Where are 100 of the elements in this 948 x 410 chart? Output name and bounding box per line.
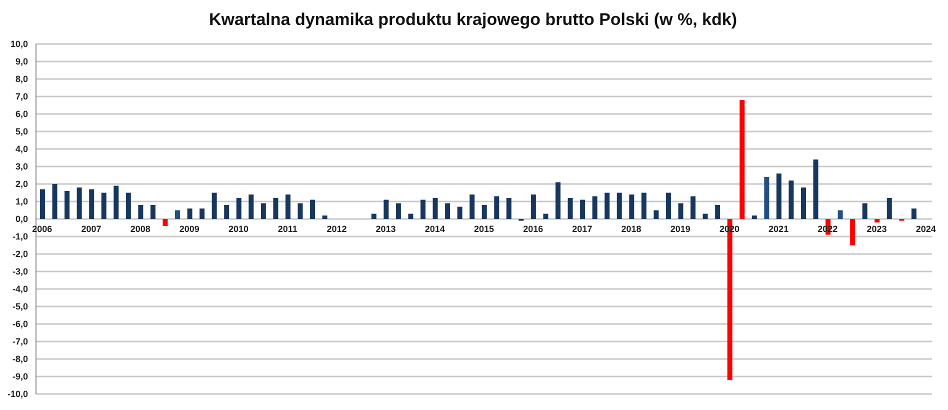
- y-tick-label: 2,0: [15, 179, 28, 190]
- bar: [604, 192, 610, 219]
- x-tick-label: 2012: [326, 224, 347, 234]
- bar: [764, 177, 770, 219]
- x-tick-label: 2015: [474, 224, 494, 234]
- bar: [886, 198, 892, 219]
- bar: [776, 174, 782, 219]
- bar: [126, 192, 131, 219]
- bar: [248, 194, 254, 219]
- bar: [850, 219, 856, 246]
- bar: [273, 198, 278, 219]
- bar: [187, 208, 192, 219]
- x-tick-label: 2010: [228, 224, 249, 234]
- y-tick-label: -5,0: [12, 302, 28, 312]
- bar: [101, 192, 106, 219]
- bar: [236, 198, 242, 219]
- bar: [800, 188, 806, 219]
- x-tick-label: 2014: [424, 224, 445, 234]
- bar: [506, 198, 512, 219]
- y-tick-label: 0,0: [15, 214, 28, 224]
- bar: [52, 184, 58, 219]
- bar: [76, 188, 82, 219]
- y-tick-label: 1,0: [15, 196, 28, 207]
- y-tick-label: 8,0: [15, 74, 28, 84]
- bar: [556, 182, 561, 219]
- x-tick-label: 2021: [768, 224, 789, 234]
- y-tick-label: -3,0: [12, 266, 28, 277]
- bar: [666, 192, 671, 219]
- bar: [40, 189, 45, 219]
- bar: [322, 216, 328, 219]
- bar: [420, 200, 426, 219]
- bar: [224, 205, 230, 219]
- bar: [580, 200, 586, 219]
- x-tick-label: 2009: [179, 224, 200, 234]
- bar: [592, 196, 598, 219]
- y-tick-label: 10,0: [10, 39, 28, 50]
- bar: [654, 210, 659, 219]
- chart-title: Kwartalna dynamika produktu krajowego brutto Polski (w %, kdk): [208, 10, 738, 30]
- bar: [678, 203, 684, 219]
- bar: [629, 194, 634, 219]
- bar: [396, 203, 401, 219]
- bar: [752, 216, 757, 219]
- bar: [89, 189, 94, 219]
- bar: [150, 205, 156, 219]
- y-tick-label: 6,0: [15, 109, 28, 120]
- y-tick-label: -9,0: [12, 372, 28, 382]
- bar: [690, 196, 696, 219]
- bar: [310, 200, 316, 219]
- y-tick-label: 7,0: [15, 92, 28, 102]
- y-tick-label: 9,0: [15, 56, 28, 67]
- y-tick-label: 3,0: [15, 162, 28, 172]
- y-tick-label: -8,0: [12, 354, 28, 364]
- bar: [482, 205, 487, 219]
- y-tick-label: -10,0: [7, 389, 28, 400]
- bar: [616, 192, 622, 219]
- x-tick-label: 2008: [130, 224, 150, 234]
- bar: [408, 214, 414, 219]
- bar: [715, 205, 720, 219]
- bar: [371, 214, 376, 219]
- bar: [838, 210, 843, 219]
- x-tick-label: 2017: [572, 224, 592, 234]
- x-tick-label: 2024: [916, 224, 936, 234]
- x-tick-label: 2006: [32, 224, 52, 234]
- y-tick-label: -2,0: [12, 249, 28, 260]
- x-tick-label: 2016: [523, 224, 544, 234]
- x-tick-label: 2019: [670, 224, 690, 234]
- bar: [285, 194, 290, 219]
- bar: [212, 192, 217, 219]
- bar: [138, 205, 144, 219]
- bar: [530, 194, 536, 219]
- bar: [457, 206, 462, 219]
- bar: [260, 203, 266, 219]
- bar: [64, 191, 70, 219]
- x-tick-label: 2023: [866, 224, 887, 234]
- bar: [641, 192, 646, 219]
- x-tick-label: 2018: [621, 224, 642, 234]
- bar: [445, 203, 450, 219]
- bar: [874, 219, 880, 222]
- bar: [568, 198, 573, 219]
- x-tick-label: 2013: [376, 224, 396, 234]
- bar: [175, 210, 180, 219]
- bar: [432, 198, 438, 219]
- bar: [114, 186, 119, 219]
- bar: [788, 180, 794, 219]
- bar: [298, 203, 303, 219]
- y-tick-label: 4,0: [15, 144, 28, 154]
- bar: [543, 214, 548, 219]
- bar: [740, 100, 745, 219]
- bar: [470, 194, 475, 219]
- bar: [494, 196, 500, 219]
- x-tick-label: 2007: [81, 224, 102, 234]
- y-tick-label: -6,0: [12, 319, 28, 330]
- bar: [384, 200, 389, 219]
- bar: [813, 160, 818, 219]
- bar: [911, 208, 916, 219]
- y-tick-label: -1,0: [12, 232, 28, 242]
- y-tick-label: -4,0: [12, 284, 28, 294]
- bar: [162, 219, 168, 226]
- bar: [702, 214, 708, 219]
- y-tick-label: 5,0: [15, 126, 28, 137]
